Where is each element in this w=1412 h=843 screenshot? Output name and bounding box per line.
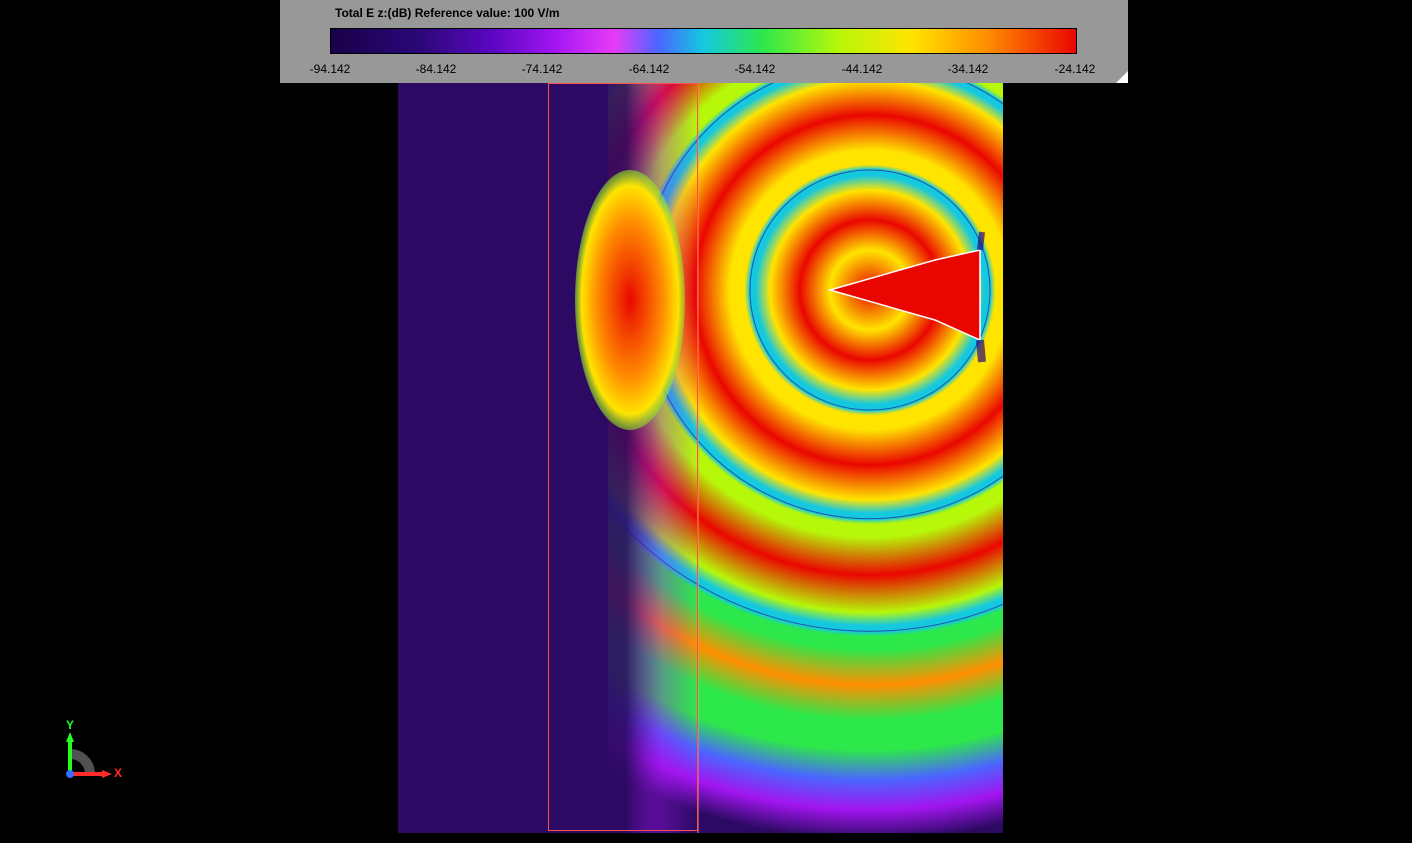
legend-resize-grip[interactable] [1116,71,1128,83]
legend-title: Total E z:(dB) Reference value: 100 V/m [335,6,560,20]
axis-y-label: Y [66,718,74,732]
legend-tick: -34.142 [948,62,989,76]
legend-tick: -74.142 [522,62,563,76]
legend-tick: -44.142 [842,62,883,76]
legend-colorbar [330,28,1077,54]
legend-panel: Total E z:(dB) Reference value: 100 V/m … [280,0,1128,83]
legend-tick: -84.142 [416,62,457,76]
axis-triad: YX [56,718,126,793]
field-viewport[interactable] [398,83,1003,833]
legend-tick: -64.142 [629,62,670,76]
field-heatmap [398,83,1003,833]
legend-tick: -94.142 [310,62,351,76]
bounding-box [548,83,698,831]
legend-tick: -54.142 [735,62,776,76]
legend-tick: -24.142 [1055,62,1096,76]
axis-x-label: X [114,766,122,780]
